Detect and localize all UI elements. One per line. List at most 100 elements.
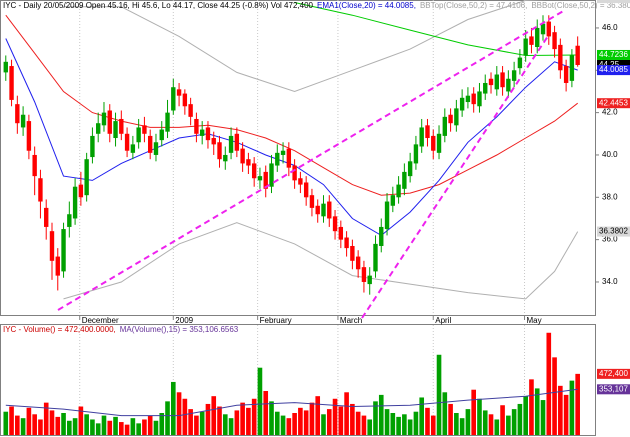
volume-bar: [3, 411, 9, 435]
candle-body: [188, 104, 193, 117]
label-layer: IYC - Daily 20/05/2009 Open 45.16, Hi 45…: [3, 0, 630, 395]
candle-body: [379, 226, 384, 246]
y-tick-label: 46.0: [602, 23, 618, 32]
indicator-line: [63, 222, 579, 300]
candle-body: [488, 78, 494, 86]
volume-bar: [67, 420, 72, 435]
candle-body: [477, 91, 482, 107]
volume-bar: [286, 418, 292, 435]
candle-body: [251, 163, 257, 179]
volume-bar: [494, 419, 500, 435]
volume-bar: [482, 410, 488, 435]
volume-bar: [113, 416, 118, 435]
volume-bar: [477, 398, 482, 435]
volume-bar: [413, 411, 419, 435]
candle-body: [20, 114, 26, 128]
candle-body: [436, 133, 442, 153]
volume-bar: [107, 420, 113, 435]
candle-body: [535, 27, 540, 47]
candle-body: [569, 55, 575, 81]
volume-bar: [199, 411, 205, 435]
candle-body: [500, 72, 505, 88]
volume-bar: [9, 406, 14, 435]
candle-body: [367, 275, 372, 285]
volume-bar: [269, 401, 274, 435]
value-tag-label: 44.7236: [599, 50, 628, 59]
candle-body: [107, 110, 112, 134]
volume-bar: [274, 411, 280, 435]
value-tag-label: 47.4106: [599, 0, 628, 2]
candle-body: [425, 125, 430, 139]
candle-body: [344, 237, 349, 249]
volume-bar: [326, 409, 332, 435]
volume-bar: [367, 419, 373, 435]
volume-bar: [217, 406, 222, 435]
volume-bar: [205, 403, 211, 435]
volume-bar: [540, 400, 546, 435]
candle-body: [61, 229, 66, 272]
volume-bar: [430, 415, 436, 435]
volume-bar: [130, 418, 136, 435]
volume-bar: [20, 418, 26, 435]
volume-bar: [182, 398, 188, 435]
candle-body: [523, 38, 528, 56]
volume-bar: [257, 367, 263, 435]
candle-body: [373, 243, 378, 272]
candle-body: [263, 171, 268, 189]
candle-body: [303, 182, 309, 198]
volume-bar: [511, 409, 517, 435]
plot-layer: [3, 0, 599, 435]
volume-bar: [534, 388, 540, 435]
x-tick-label: February: [260, 316, 292, 325]
volume-bar: [303, 410, 309, 435]
candle-body: [234, 133, 240, 151]
candle-body: [558, 44, 563, 71]
candle-body: [72, 186, 78, 219]
candle-body: [540, 23, 546, 35]
volume-bar: [506, 415, 511, 435]
candle-body: [511, 70, 517, 81]
candle-body: [119, 118, 124, 134]
candle-body: [96, 123, 101, 134]
price-panel: [0, 0, 596, 316]
volume-bar: [384, 409, 390, 435]
value-tag: [597, 368, 630, 379]
candle-body: [136, 127, 141, 143]
candle-body: [194, 118, 199, 134]
volume-bar: [38, 419, 43, 435]
candle-body: [3, 61, 8, 73]
volume-bar: [240, 402, 245, 435]
indicator-line: [63, 0, 547, 93]
candle-body: [130, 144, 136, 153]
candle-body: [217, 142, 222, 160]
candle-body: [355, 256, 361, 270]
value-tag: [597, 65, 630, 76]
volume-bar: [471, 389, 476, 435]
value-tag-label: 42.4453: [599, 98, 628, 107]
volume-bar: [142, 419, 147, 435]
volume-bar: [280, 415, 286, 435]
volume-bar: [95, 423, 101, 435]
candle-body: [113, 121, 118, 139]
volume-bar: [222, 414, 228, 435]
legend-entry: MA(Volume(),15) = 353,106.6563: [120, 325, 239, 334]
candle-body: [275, 152, 280, 166]
candle-body: [402, 171, 407, 189]
candle-body: [211, 138, 216, 145]
x-tick-label: May: [527, 316, 542, 325]
value-tag-label: 44.25: [599, 60, 620, 69]
candle-body: [338, 226, 344, 240]
value-tag: [597, 384, 630, 395]
volume-bar: [49, 410, 55, 435]
candle-body: [563, 66, 569, 83]
candle-body: [44, 207, 49, 227]
volume-bar: [361, 415, 367, 435]
volume-bar: [251, 398, 257, 435]
volume-bar: [15, 415, 20, 435]
trendline: [361, 35, 549, 319]
legend-entry: BBBot(Close,50,2) = 36.3802,: [531, 1, 630, 10]
volume-bar: [90, 419, 95, 435]
candle-body: [159, 129, 164, 141]
